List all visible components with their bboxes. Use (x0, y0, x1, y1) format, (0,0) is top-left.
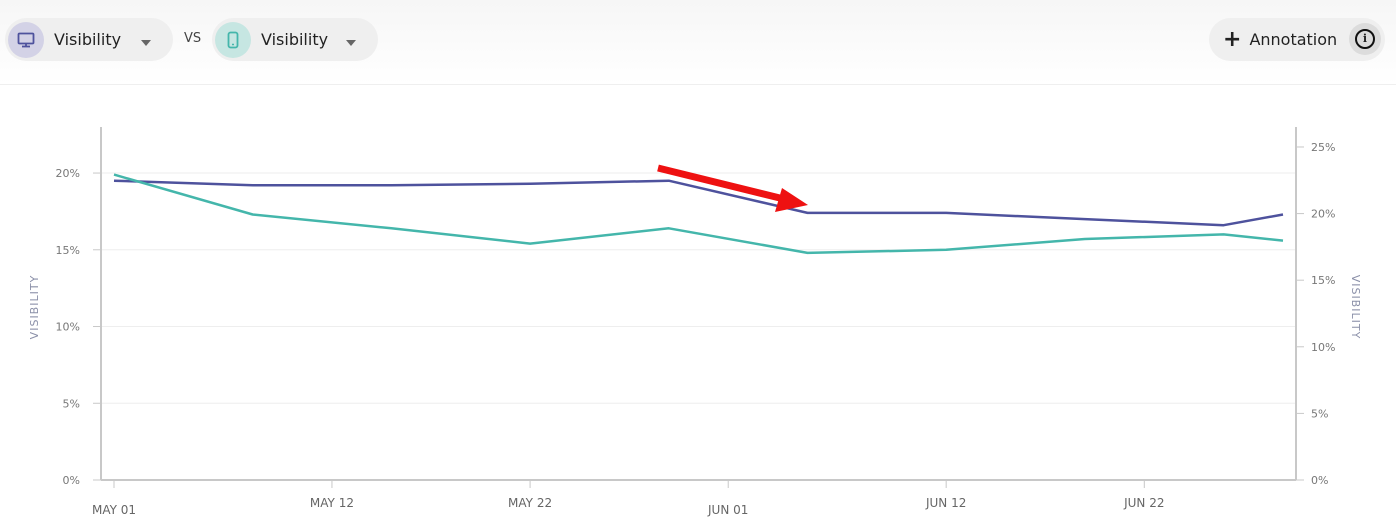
chart-series (113, 173, 1284, 255)
desktop-series-line (113, 179, 1284, 227)
mobile-metric-label: Visibility (261, 30, 329, 49)
mobile-series-line (113, 173, 1284, 255)
chart-toolbar: Visibility VS Visibility + Annotation i (0, 0, 1396, 85)
left-y-tick-label: 10% (56, 321, 80, 334)
left-y-tick-label: 0% (63, 474, 80, 487)
right-y-tick-label: 25% (1311, 141, 1335, 154)
right-y-tick-labels: 0% 5% 10% 15% 20% 25% (1311, 141, 1335, 487)
right-y-axis-label: VISIBILITY (1349, 275, 1362, 340)
left-y-axis-label: VISIBILITY (28, 275, 41, 340)
plus-icon: + (1223, 26, 1242, 52)
x-tick-labels: MAY 01 MAY 12 MAY 22 JUN 01 JUN 12 JUN 22 (92, 496, 1165, 517)
right-y-tick-label: 15% (1311, 274, 1335, 287)
red-arrow-annotation (657, 164, 808, 212)
info-icon[interactable]: i (1349, 23, 1381, 55)
chevron-down-icon[interactable] (346, 40, 356, 46)
mobile-metric-selector[interactable]: Visibility (212, 18, 378, 61)
add-annotation-button[interactable]: + Annotation i (1209, 18, 1385, 61)
right-y-tick-label: 20% (1311, 208, 1335, 221)
x-tick-label: MAY 12 (310, 496, 354, 510)
desktop-icon (8, 21, 44, 58)
annotation-label: Annotation (1249, 30, 1338, 49)
left-y-tick-label: 5% (63, 397, 80, 410)
x-tick-label: MAY 22 (508, 496, 552, 510)
right-y-tick-label: 0% (1311, 474, 1328, 487)
x-tick-label: JUN 22 (1123, 496, 1164, 510)
x-tick-label: JUN 12 (925, 496, 966, 510)
desktop-metric-selector[interactable]: Visibility (5, 18, 173, 61)
chart-gridlines (93, 146, 1304, 488)
right-y-tick-label: 10% (1311, 341, 1335, 354)
mobile-icon (215, 21, 251, 58)
left-y-tick-labels: 0% 5% 10% 15% 20% (56, 167, 80, 487)
x-tick-label: MAY 01 (92, 503, 136, 517)
desktop-metric-label: Visibility (54, 30, 122, 49)
left-y-tick-label: 20% (56, 167, 80, 180)
right-y-tick-label: 5% (1311, 407, 1328, 420)
x-tick-label: JUN 01 (707, 503, 748, 517)
vs-label: VS (184, 31, 202, 46)
left-y-tick-label: 15% (56, 244, 80, 257)
chevron-down-icon[interactable] (141, 40, 151, 46)
